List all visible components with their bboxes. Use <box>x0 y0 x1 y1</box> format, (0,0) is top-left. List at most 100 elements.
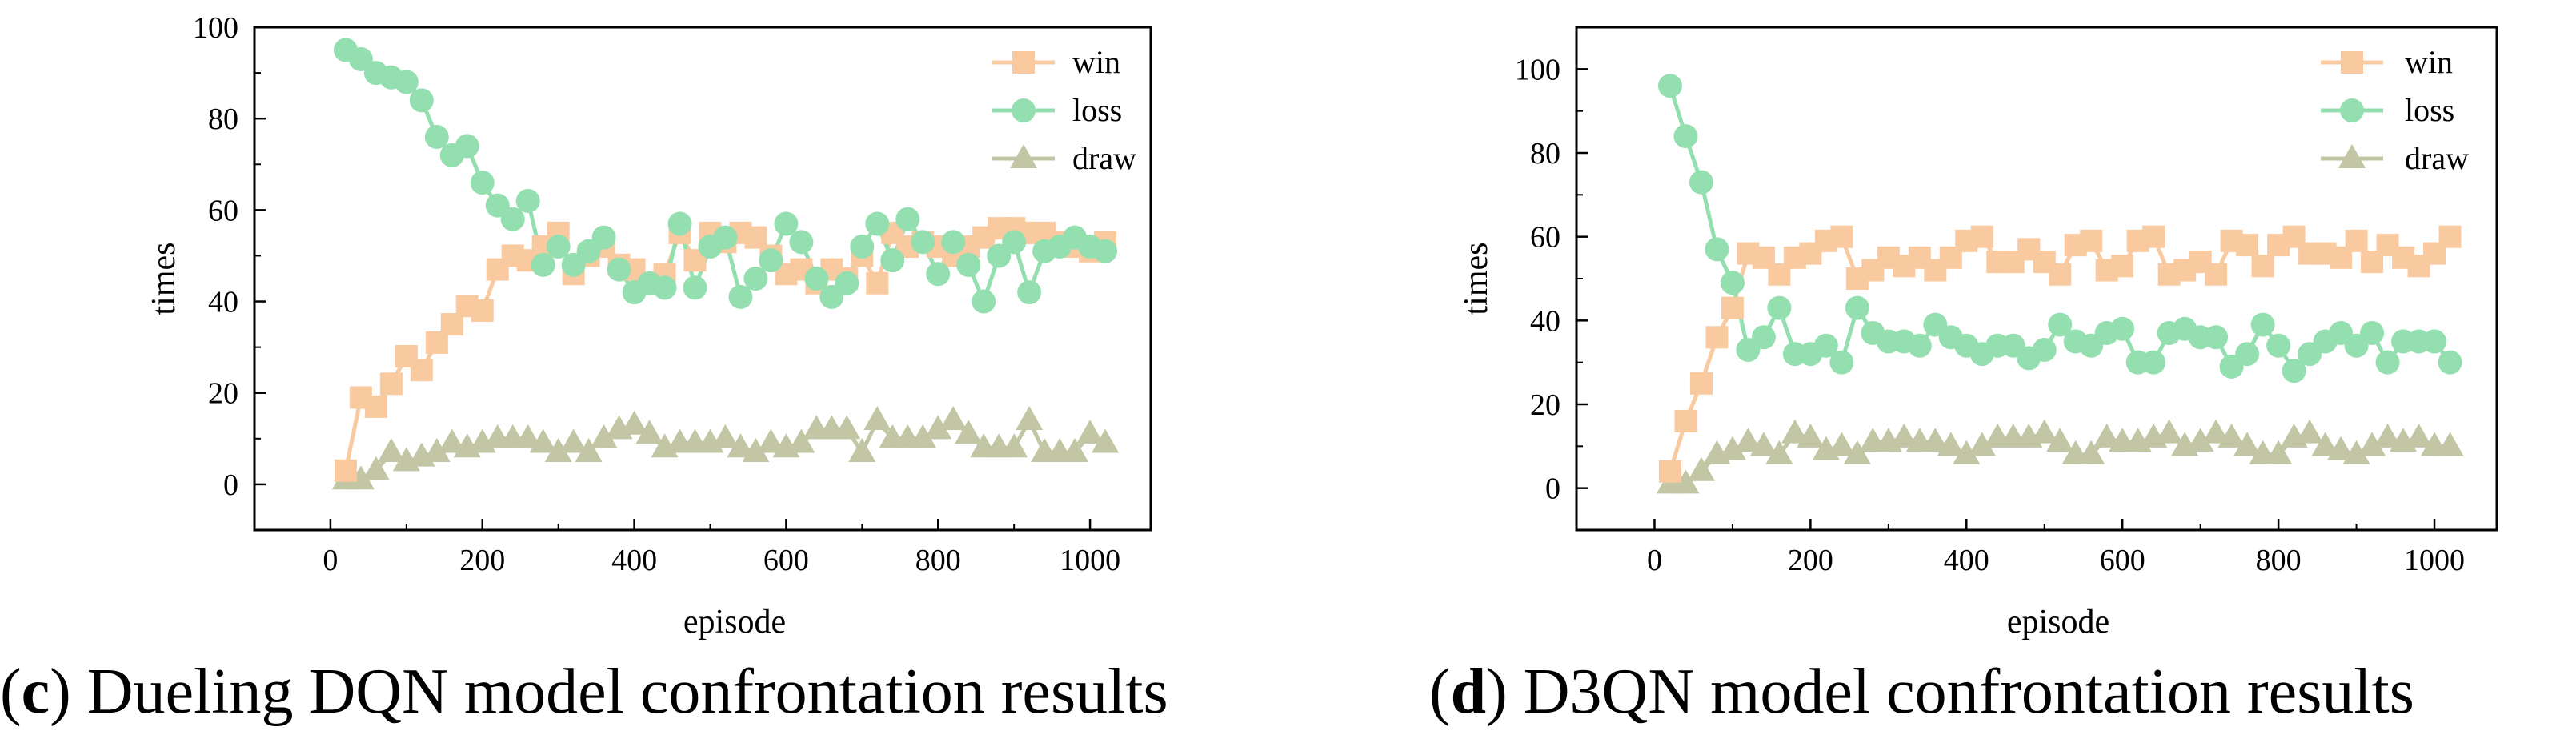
data-point-loss <box>804 267 829 291</box>
legend: win loss draw <box>992 44 1136 176</box>
data-point-loss <box>531 252 555 277</box>
y-tick-label: 80 <box>1530 137 1560 171</box>
y-tick-label: 100 <box>1515 53 1560 86</box>
data-point-loss <box>409 88 434 113</box>
data-point-loss <box>1767 295 1792 320</box>
data-point-draw <box>1000 433 1028 458</box>
data-point-loss <box>683 275 707 300</box>
data-point-draw <box>924 415 952 440</box>
data-point-draw <box>1828 432 1856 456</box>
data-point-draw <box>1749 432 1777 456</box>
data-point-loss <box>941 230 966 255</box>
caption-letter: d <box>1451 657 1487 727</box>
data-point-loss <box>2266 333 2291 358</box>
data-point-loss <box>470 171 495 195</box>
x-tick-label: 0 <box>323 544 338 577</box>
y-tick-label: 80 <box>208 102 238 136</box>
x-tick-label: 800 <box>915 544 961 577</box>
data-point-draw <box>1797 423 1825 448</box>
data-point-win <box>471 299 494 322</box>
data-point-draw <box>620 410 648 435</box>
legend-label-win: win <box>1072 44 1120 80</box>
legend-label-draw: draw <box>1072 140 1136 176</box>
y-axis-label: times <box>146 243 182 315</box>
caption-letter: c <box>22 657 50 727</box>
data-point-loss <box>652 275 677 300</box>
data-point-loss <box>2375 350 2400 375</box>
data-point-draw <box>559 428 587 453</box>
data-point-loss <box>911 230 935 255</box>
data-point-loss <box>1705 237 1729 262</box>
data-point-draw <box>2342 440 2370 464</box>
data-point-loss <box>2360 321 2385 346</box>
legend-label-draw: draw <box>2405 140 2469 176</box>
x-tick-label: 1000 <box>2404 544 2465 577</box>
data-point-loss <box>2204 325 2229 350</box>
data-point-draw <box>635 420 663 444</box>
data-point-draw <box>1061 437 1089 462</box>
data-point-draw <box>955 420 983 444</box>
data-point-loss <box>2235 342 2260 367</box>
data-point-loss <box>1751 325 1776 350</box>
data-point-draw <box>347 465 375 490</box>
data-point-win <box>1970 225 1993 248</box>
data-point-win <box>1658 460 1681 483</box>
data-point-draw <box>423 437 451 462</box>
data-point-loss <box>515 188 540 213</box>
data-point-draw <box>1016 405 1044 430</box>
data-point-win <box>1674 409 1697 432</box>
data-point-loss <box>1829 350 1854 375</box>
data-point-draw <box>1687 456 1715 481</box>
data-point-draw <box>727 433 755 458</box>
legend-marker-draw <box>1010 144 1037 168</box>
x-tick-label: 800 <box>2256 544 2302 577</box>
data-point-win <box>410 359 433 382</box>
plot-frame <box>253 26 1152 532</box>
data-point-loss <box>1689 170 1713 195</box>
data-point-draw <box>575 437 603 462</box>
y-tick-label: 0 <box>1545 472 1560 506</box>
data-point-win <box>379 372 403 396</box>
data-point-win <box>2236 234 2259 257</box>
data-point-draw <box>742 437 770 462</box>
legend-marker-draw <box>2338 144 2366 168</box>
data-point-win <box>1721 296 1744 319</box>
data-point-win <box>2205 263 2228 286</box>
x-tick-label: 1000 <box>1060 544 1120 577</box>
data-point-draw <box>2202 419 2230 444</box>
data-point-loss <box>2282 359 2306 384</box>
data-point-loss <box>2032 337 2057 362</box>
data-point-loss <box>880 248 905 273</box>
data-point-draw <box>1921 428 1949 452</box>
x-tick-label: 400 <box>611 544 657 577</box>
data-point-draw <box>1076 420 1104 444</box>
data-point-draw <box>833 415 861 440</box>
data-point-draw <box>2093 423 2121 448</box>
data-point-draw <box>2186 428 2214 452</box>
data-point-draw <box>1672 469 1700 494</box>
data-point-loss <box>774 211 799 236</box>
x-tick-label: 600 <box>2100 544 2145 577</box>
x-axis-label: episode <box>683 604 786 641</box>
y-tick-label: 20 <box>1530 388 1560 422</box>
data-point-draw <box>2374 423 2402 448</box>
data-point-loss <box>926 262 951 287</box>
data-point-loss <box>500 207 525 231</box>
data-point-loss <box>743 267 768 291</box>
data-point-draw <box>1968 432 1996 456</box>
data-point-win <box>2438 225 2462 248</box>
x-tick-label: 200 <box>1788 544 1833 577</box>
y-tick-label: 40 <box>1530 304 1560 338</box>
data-point-loss <box>394 70 419 94</box>
data-point-draw <box>1890 423 1918 448</box>
legend-marker-win <box>2341 51 2363 74</box>
x-tick-label: 0 <box>1647 544 1662 577</box>
data-point-loss <box>607 257 631 282</box>
data-point-win <box>2251 255 2274 278</box>
y-tick-label: 60 <box>208 194 238 227</box>
data-point-loss <box>1093 239 1118 263</box>
data-point-draw <box>1765 440 1793 464</box>
data-point-draw <box>438 428 466 453</box>
data-point-draw <box>757 428 785 453</box>
